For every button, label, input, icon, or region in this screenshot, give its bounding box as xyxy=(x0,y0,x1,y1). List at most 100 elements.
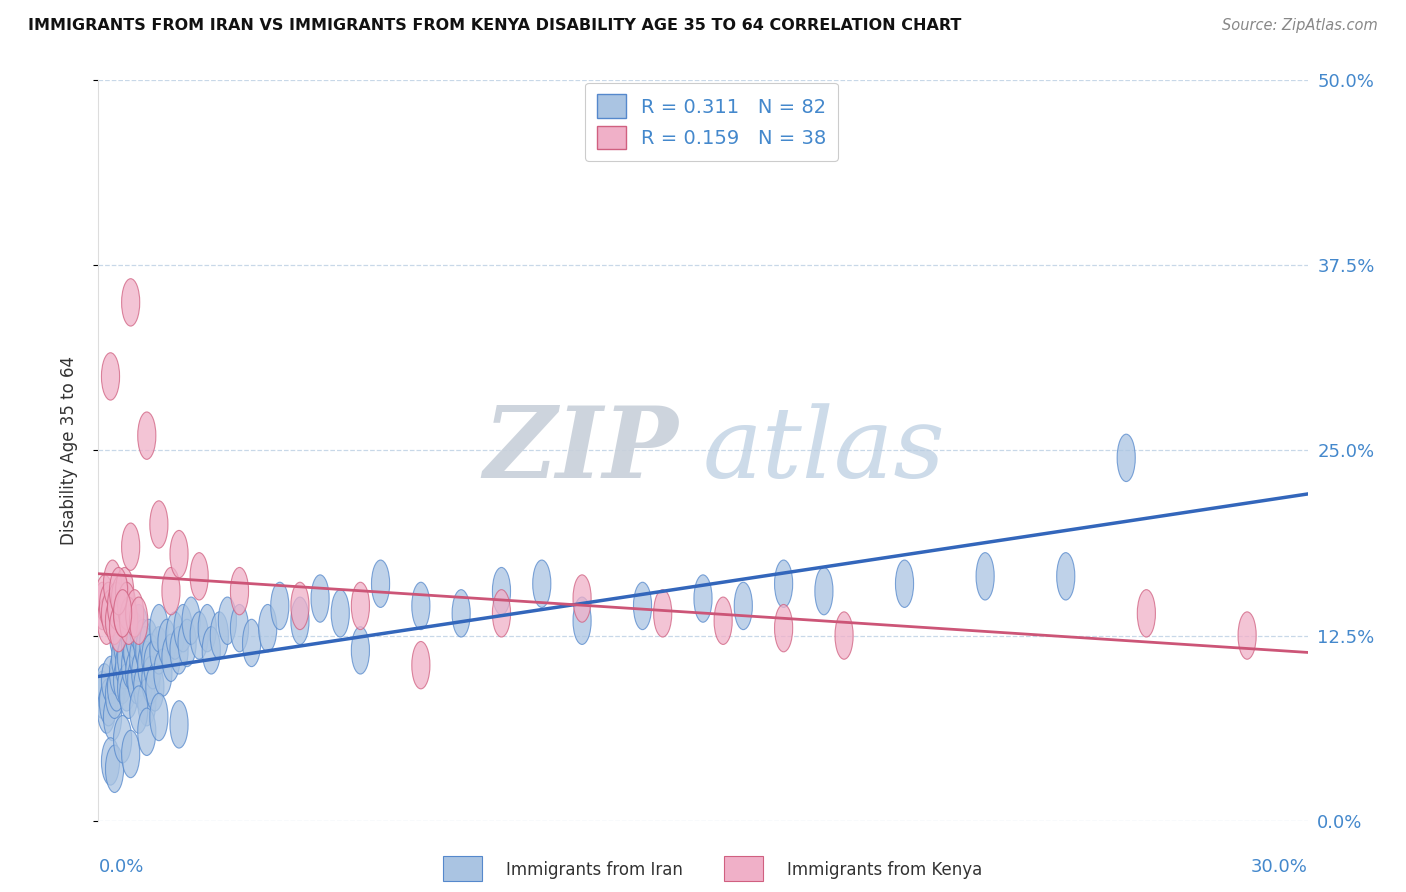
Ellipse shape xyxy=(101,352,120,401)
Ellipse shape xyxy=(120,671,138,718)
Ellipse shape xyxy=(105,745,124,792)
Text: IMMIGRANTS FROM IRAN VS IMMIGRANTS FROM KENYA DISABILITY AGE 35 TO 64 CORRELATIO: IMMIGRANTS FROM IRAN VS IMMIGRANTS FROM … xyxy=(28,18,962,33)
Ellipse shape xyxy=(181,597,200,644)
Ellipse shape xyxy=(291,582,309,630)
Ellipse shape xyxy=(150,693,167,740)
Ellipse shape xyxy=(121,731,139,778)
Ellipse shape xyxy=(896,560,914,607)
Ellipse shape xyxy=(138,412,156,459)
Ellipse shape xyxy=(138,679,156,726)
Ellipse shape xyxy=(695,574,711,623)
Ellipse shape xyxy=(218,597,236,644)
Ellipse shape xyxy=(129,686,148,733)
Ellipse shape xyxy=(129,597,148,644)
Ellipse shape xyxy=(115,641,134,689)
Ellipse shape xyxy=(371,560,389,607)
Text: Source: ZipAtlas.com: Source: ZipAtlas.com xyxy=(1222,18,1378,33)
Ellipse shape xyxy=(128,657,146,704)
Ellipse shape xyxy=(138,641,156,689)
Ellipse shape xyxy=(190,612,208,659)
Ellipse shape xyxy=(118,664,136,711)
Ellipse shape xyxy=(114,590,132,637)
Ellipse shape xyxy=(150,500,167,549)
Ellipse shape xyxy=(1057,553,1074,600)
Ellipse shape xyxy=(110,605,128,652)
Ellipse shape xyxy=(211,612,228,659)
Ellipse shape xyxy=(107,582,125,630)
Text: 0.0%: 0.0% xyxy=(98,858,143,876)
Ellipse shape xyxy=(162,567,180,615)
Ellipse shape xyxy=(121,523,139,570)
Ellipse shape xyxy=(242,619,260,666)
Ellipse shape xyxy=(121,278,139,326)
Ellipse shape xyxy=(231,605,249,652)
Ellipse shape xyxy=(170,531,188,578)
Ellipse shape xyxy=(835,612,853,659)
Ellipse shape xyxy=(125,590,143,637)
Ellipse shape xyxy=(101,590,120,637)
Ellipse shape xyxy=(100,582,118,630)
Ellipse shape xyxy=(125,612,143,659)
Text: atlas: atlas xyxy=(703,403,946,498)
Ellipse shape xyxy=(114,619,132,666)
Ellipse shape xyxy=(1137,590,1156,637)
Ellipse shape xyxy=(574,574,591,623)
Ellipse shape xyxy=(162,634,180,681)
Ellipse shape xyxy=(115,567,134,615)
Ellipse shape xyxy=(114,715,132,763)
Ellipse shape xyxy=(101,657,120,704)
Ellipse shape xyxy=(121,641,139,689)
Ellipse shape xyxy=(143,641,162,689)
Ellipse shape xyxy=(96,574,114,623)
Ellipse shape xyxy=(734,582,752,630)
Ellipse shape xyxy=(146,664,165,711)
Ellipse shape xyxy=(775,605,793,652)
Ellipse shape xyxy=(492,567,510,615)
Ellipse shape xyxy=(105,597,124,644)
Ellipse shape xyxy=(110,567,128,615)
Ellipse shape xyxy=(453,590,470,637)
Text: 30.0%: 30.0% xyxy=(1251,858,1308,876)
Text: ZIP: ZIP xyxy=(484,402,679,499)
Ellipse shape xyxy=(259,605,277,652)
Ellipse shape xyxy=(412,641,430,689)
Y-axis label: Disability Age 35 to 64: Disability Age 35 to 64 xyxy=(59,356,77,545)
Ellipse shape xyxy=(120,597,138,644)
Ellipse shape xyxy=(190,553,208,600)
Ellipse shape xyxy=(104,560,121,607)
Ellipse shape xyxy=(775,560,793,607)
Ellipse shape xyxy=(110,648,128,697)
Ellipse shape xyxy=(142,634,160,681)
Ellipse shape xyxy=(125,648,143,697)
Ellipse shape xyxy=(104,693,121,740)
Ellipse shape xyxy=(153,648,172,697)
Ellipse shape xyxy=(492,590,510,637)
Ellipse shape xyxy=(136,627,153,674)
Ellipse shape xyxy=(412,582,430,630)
Ellipse shape xyxy=(97,686,115,733)
Ellipse shape xyxy=(174,605,193,652)
Ellipse shape xyxy=(291,597,309,644)
Ellipse shape xyxy=(332,590,349,637)
Ellipse shape xyxy=(574,597,591,644)
Ellipse shape xyxy=(714,597,733,644)
Ellipse shape xyxy=(111,634,129,681)
Ellipse shape xyxy=(114,590,132,637)
Ellipse shape xyxy=(815,567,832,615)
Ellipse shape xyxy=(150,605,167,652)
Ellipse shape xyxy=(271,582,288,630)
Ellipse shape xyxy=(634,582,651,630)
Ellipse shape xyxy=(198,605,217,652)
Ellipse shape xyxy=(157,619,176,666)
Ellipse shape xyxy=(118,582,136,630)
Ellipse shape xyxy=(654,590,672,637)
Ellipse shape xyxy=(93,671,111,718)
Ellipse shape xyxy=(93,582,111,630)
Ellipse shape xyxy=(132,648,150,697)
Ellipse shape xyxy=(166,612,184,659)
Ellipse shape xyxy=(114,657,132,704)
Ellipse shape xyxy=(138,708,156,756)
Ellipse shape xyxy=(311,574,329,623)
Ellipse shape xyxy=(111,574,129,623)
Ellipse shape xyxy=(118,634,136,681)
